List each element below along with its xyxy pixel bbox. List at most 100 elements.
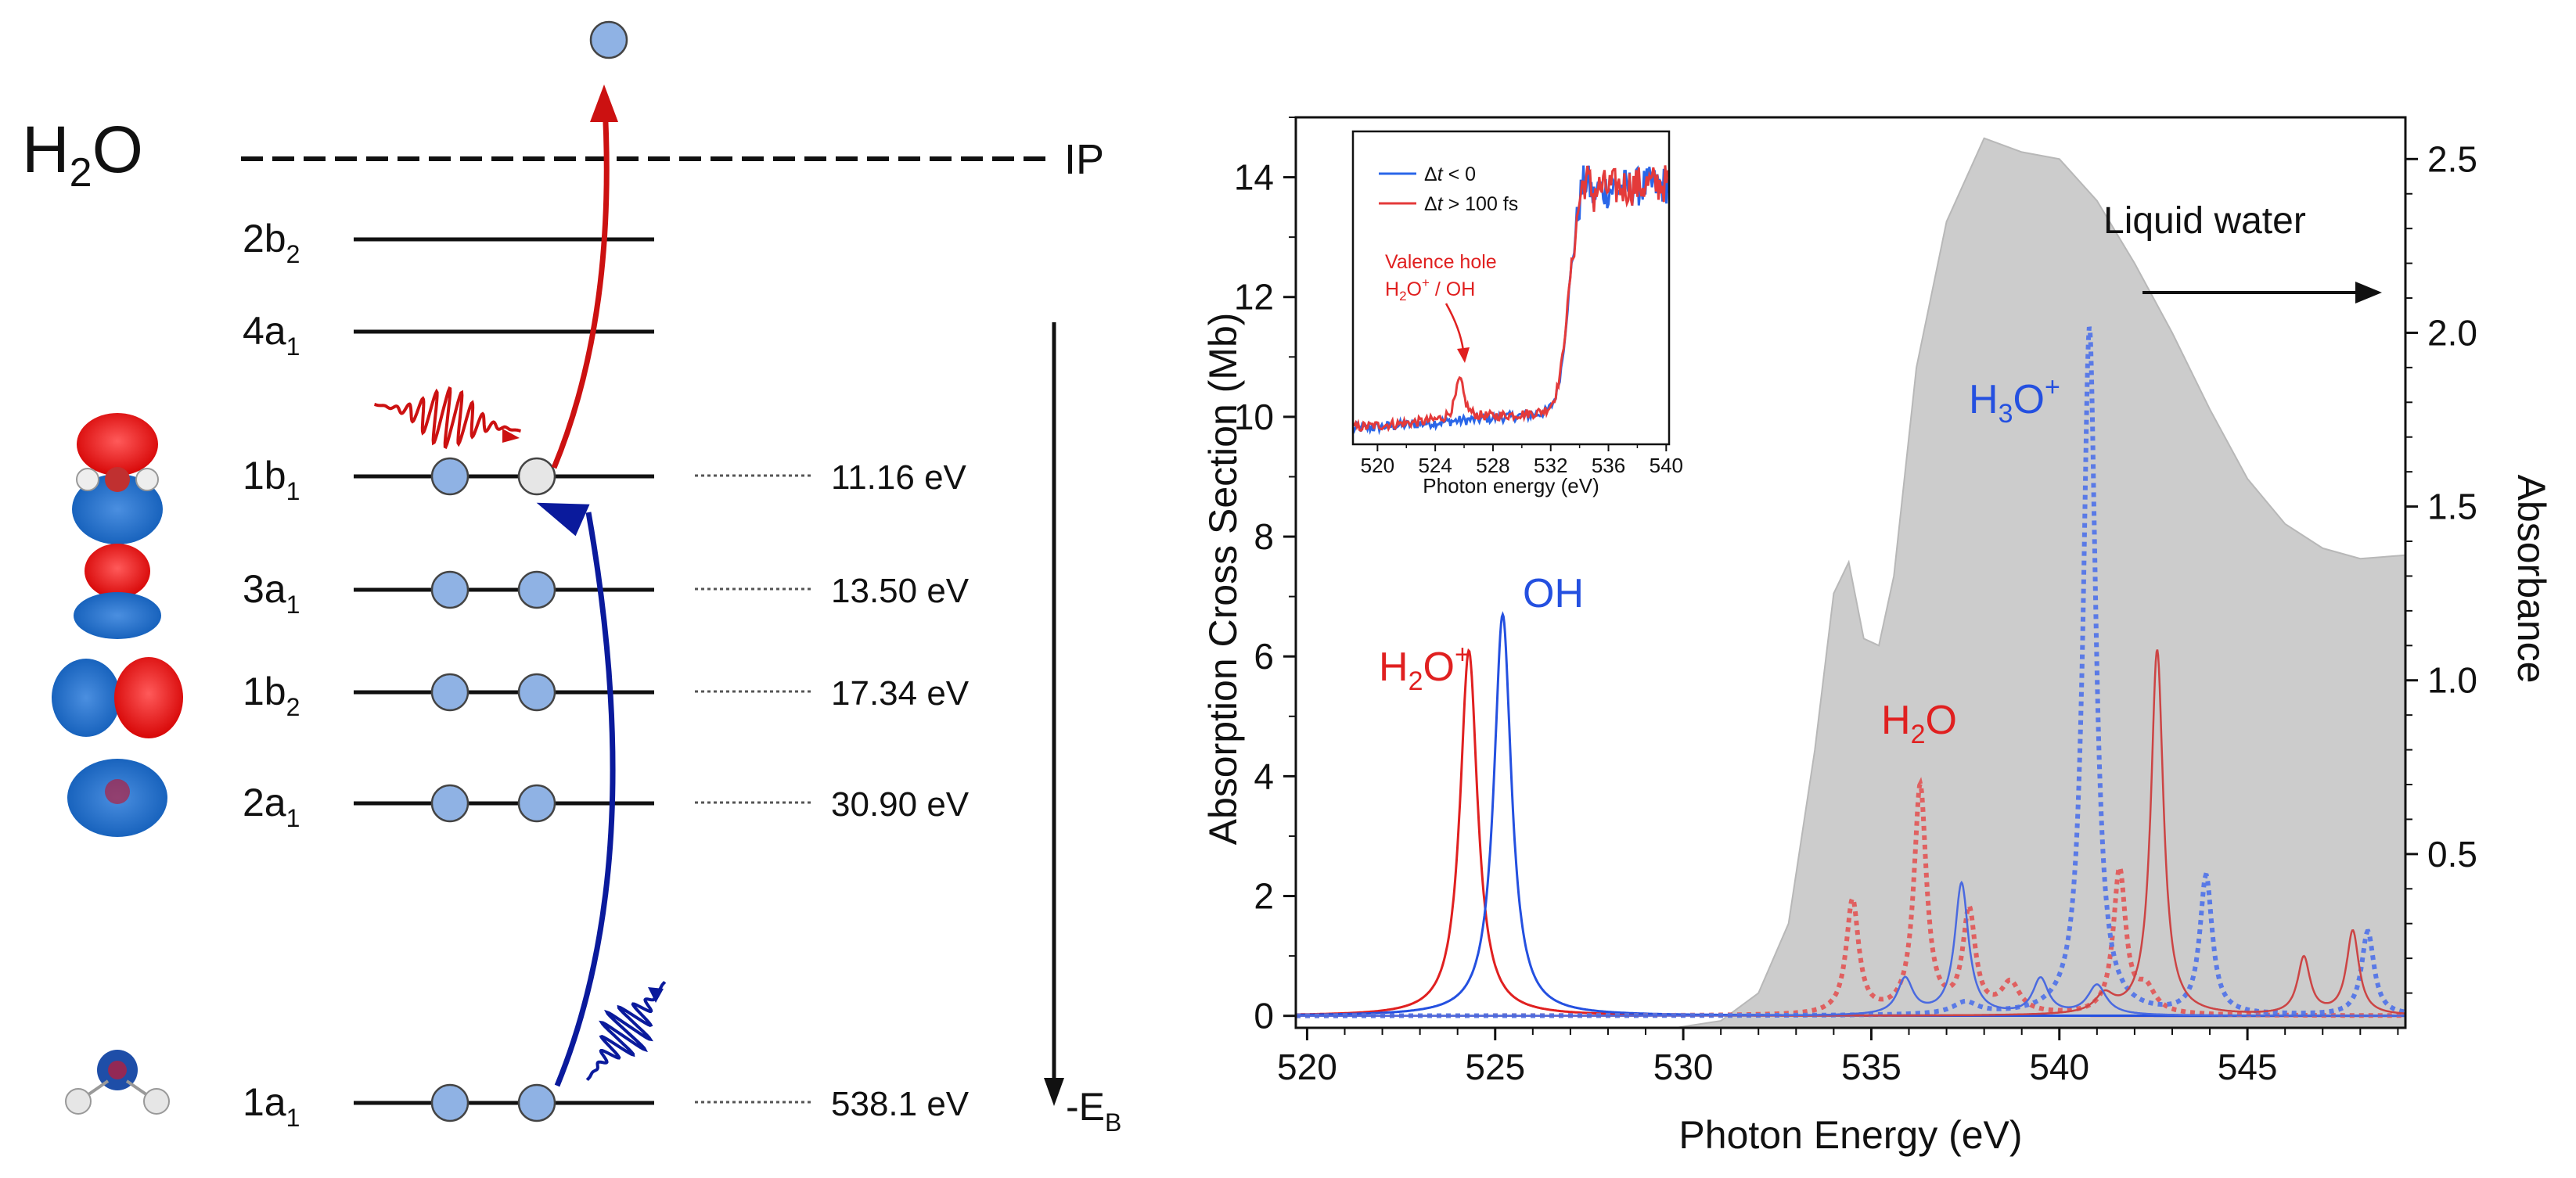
level-1a1: 1a1 538.1 eV [243,1080,970,1132]
inset-annotation-arrowhead [1457,347,1470,363]
core-excitation-arrowhead [536,502,590,537]
x-tick-label: 520 [1277,1047,1337,1087]
level-1b1: 1b1 11.16 eV [243,454,967,505]
inset-x-axis-label: Photon energy (eV) [1423,474,1599,497]
electron [517,1083,556,1122]
inset-annotation-line1: Valence hole [1385,251,1497,273]
label-h2o-plus: H2O+ [1379,640,1470,696]
level-label: 2b2 [243,217,300,268]
y2-tick-label: 2.5 [2427,138,2477,179]
electron [517,784,556,823]
level-label: 4a1 [243,309,300,361]
inset-x-tick-label: 520 [1361,454,1394,477]
hole [517,457,556,496]
label-oh: OH [1523,571,1584,616]
binding-energy-value: 538.1 eV [831,1085,970,1123]
ejected-electron [589,20,628,59]
inset-annotation-arrow [1445,303,1465,351]
electron [517,673,556,712]
y-tick-label: 8 [1254,516,1274,557]
y2-tick-label: 1.0 [2427,660,2477,701]
series-h3o-thin- [1296,880,2405,1017]
inset-x-tick-label: 524 [1418,454,1452,477]
inset-x-tick-label: 528 [1476,454,1509,477]
liquid-water-arrowhead [2355,282,2382,303]
y-tick-label: 10 [1234,397,1274,437]
eb-label: -EB [1066,1085,1121,1137]
plot-frame [1294,116,2407,1029]
inset-annotation-line2: H2O+ / OH [1385,275,1475,303]
y-tick-label: 0 [1254,996,1274,1036]
inset-x-tick-label: 532 [1534,454,1567,477]
level-label: 1b1 [243,454,300,505]
series-layer [1296,137,2405,1028]
x-tick-label: 540 [2029,1047,2089,1087]
x-tick-label: 535 [1841,1047,1901,1087]
level-4a1: 4a1 [243,309,654,361]
orbital-levels: 2b2 4a1 1b1 11.16 eV 3a1 13.50 eV 1b2 17.34 eV 2… [243,217,970,1132]
orbital-2a1-picture [67,759,167,837]
series-h2o [1296,777,2405,1018]
x-axis-label: Photon Energy (eV) [1678,1113,2022,1157]
xray-photon-arrowhead [648,987,664,1003]
inset-x-tick-label: 540 [1650,454,1683,477]
level-2a1: 2a1 30.90 eV [243,781,970,832]
electron [430,570,470,609]
y-tick-label: 2 [1254,876,1274,917]
spectrum-chart: 520 525 530 535 540 545 0 2 4 6 8 10 12 14 0.5 1.0 1.5 2.… [1201,116,2553,1157]
orbital-1b2-picture [52,657,183,738]
y-axis-label: Absorption Cross Section (Mb) [1201,313,1245,846]
inset-legend-label-after: Δt > 100 fs [1424,193,1518,215]
binding-energy-arrowhead [1044,1078,1064,1106]
level-2b2: 2b2 [243,217,654,268]
level-label: 2a1 [243,781,300,832]
inset-frame [1351,130,1671,446]
inset-x-tick-label: 536 [1592,454,1625,477]
electron [430,457,470,496]
level-3a1: 3a1 13.50 eV [243,567,970,619]
core-excitation-arrow [554,512,616,1087]
inset-legend-label-before: Δt < 0 [1424,163,1476,185]
label-h3o-plus: H3O+ [1969,372,2060,429]
xray-photon-wave-icon [585,981,667,1081]
inset-series-after [1353,165,1669,433]
molecule-title: H2O [22,113,143,196]
electron [430,1083,470,1122]
y2-tick-label: 0.5 [2427,834,2477,875]
orbital-3a1-picture [74,544,161,639]
series-liquid-water-area [1675,137,2405,1028]
axes-layer: 520 525 530 535 540 545 0 2 4 6 8 10 12 14 0.5 1.0 1.5 2.… [1234,117,2477,1087]
y2-axis-label: Absorbance [2509,475,2553,684]
inset-chart: 520 524 528 532 536 540 Photon energy (eV) Δt… [1343,124,1683,497]
label-h2o: H2O [1881,698,1957,749]
electron [430,784,470,823]
y-tick-label: 14 [1234,157,1274,198]
y-tick-label: 6 [1254,636,1274,677]
x-tick-label: 525 [1465,1047,1525,1087]
binding-energy-value: 17.34 eV [831,674,970,713]
level-label: 1a1 [243,1080,300,1132]
level-label: 3a1 [243,567,300,619]
ionization-arrowhead [590,84,618,122]
y2-tick-label: 1.5 [2427,487,2477,527]
orbital-1b1-picture [72,413,163,544]
binding-energy-value: 30.90 eV [831,785,970,824]
inset-axes-layer: 520 524 528 532 536 540 [1361,444,1683,477]
valence-photon-arrowhead [502,429,520,443]
y-tick-label: 4 [1254,756,1274,796]
level-1b2: 1b2 17.34 eV [243,670,970,721]
energy-level-diagram: H2O IP -EB 2b2 4a1 1b1 11.16 eV 3a1 13.50 eV 1… [22,20,1121,1137]
inset-series-layer [1353,165,1669,436]
electron [517,570,556,609]
orbital-1a1-picture [65,1050,170,1115]
x-tick-label: 530 [1653,1047,1714,1087]
binding-energy-value: 11.16 eV [831,458,967,497]
ip-label: IP [1064,136,1104,183]
valence-photon-wave-icon [374,386,521,450]
label-liquid-water: Liquid water [2103,200,2306,242]
x-tick-label: 545 [2218,1047,2278,1087]
electron [430,673,470,712]
level-label: 1b2 [243,670,300,721]
y-tick-label: 12 [1234,277,1274,318]
